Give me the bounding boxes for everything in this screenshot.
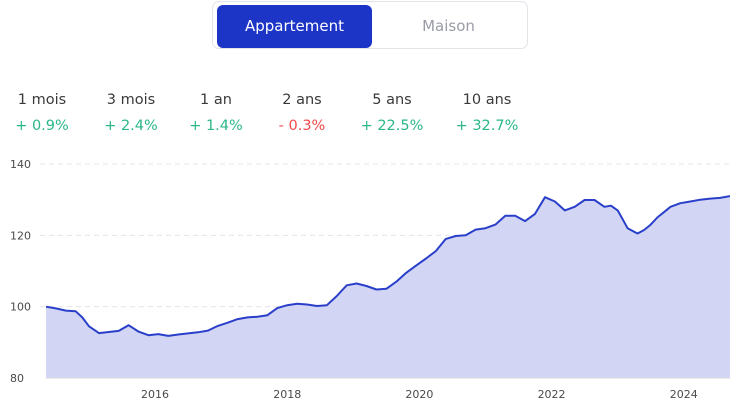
x-tick-label: 2024 xyxy=(670,388,698,401)
appartement-tab[interactable]: Appartement xyxy=(217,5,372,48)
period-change: + 32.7% xyxy=(455,118,519,134)
period-10-ans: 10 ans + 32.7% xyxy=(451,91,523,135)
x-tick-label: 2016 xyxy=(141,388,169,401)
period-change: + 0.9% xyxy=(15,118,69,134)
period-1-mois: 1 mois + 0.9% xyxy=(12,91,72,135)
property-type-toggle: Appartement Maison xyxy=(212,1,528,49)
period-change: + 2.4% xyxy=(104,118,158,134)
period-2-ans: 2 ans - 0.3% xyxy=(270,91,334,135)
period-change: + 1.4% xyxy=(189,118,243,134)
x-tick-label: 2022 xyxy=(538,388,566,401)
x-tick-label: 2018 xyxy=(273,388,301,401)
period-label: 10 ans xyxy=(462,92,512,108)
period-label: 1 mois xyxy=(17,92,67,108)
x-tick-label: 2020 xyxy=(405,388,433,401)
period-change: + 22.5% xyxy=(360,118,424,134)
series-line xyxy=(45,195,730,337)
period-5-ans: 5 ans + 22.5% xyxy=(356,91,428,135)
area-fill xyxy=(46,196,730,378)
period-3-mois: 3 mois + 2.4% xyxy=(99,91,163,135)
period-label: 3 mois xyxy=(106,92,156,108)
y-tick-label: 140 xyxy=(10,158,31,171)
price-index-chart: 80 100 120 140 2016 2018 2020 2022 2024 xyxy=(10,158,730,401)
period-label: 2 ans xyxy=(282,92,322,108)
period-1-an: 1 an + 1.4% xyxy=(186,91,246,135)
period-label: 5 ans xyxy=(372,92,412,108)
y-tick-label: 100 xyxy=(10,301,31,314)
period-label: 1 an xyxy=(200,92,232,108)
y-tick-label: 120 xyxy=(10,229,31,242)
maison-tab[interactable]: Maison xyxy=(422,17,475,35)
y-tick-label: 80 xyxy=(10,372,24,385)
period-change: - 0.3% xyxy=(278,118,326,134)
